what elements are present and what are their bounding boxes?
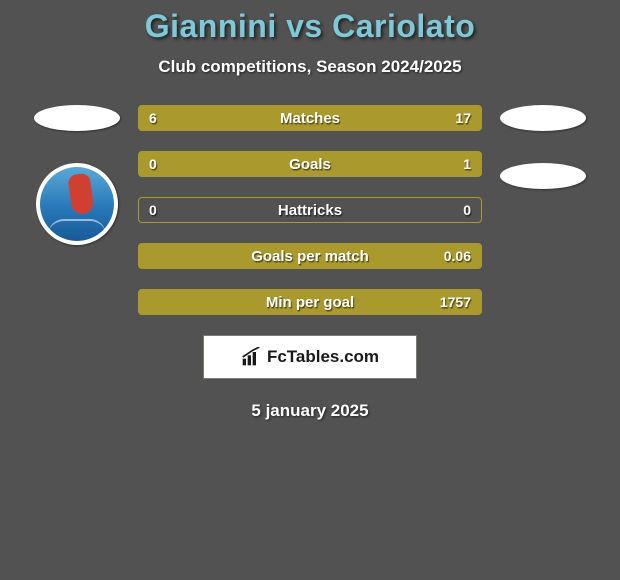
club-badge-icon bbox=[40, 167, 114, 241]
stat-label: Matches bbox=[280, 110, 340, 127]
stat-value-left: 0 bbox=[149, 202, 157, 218]
left-club-badge bbox=[36, 163, 118, 245]
stat-value-right: 17 bbox=[455, 110, 471, 126]
stat-value-left: 6 bbox=[149, 110, 157, 126]
stat-bar: Matches 6 17 bbox=[138, 105, 482, 131]
stats-column: Matches 6 17 Goals 0 1 Hattricks 0 0 Goals per ma… bbox=[138, 105, 482, 315]
brand-box: FcTables.com bbox=[203, 335, 417, 379]
main-row: Matches 6 17 Goals 0 1 Hattricks 0 0 Goals per ma… bbox=[0, 105, 620, 315]
stat-label: Min per goal bbox=[266, 294, 354, 311]
right-ellipse-1 bbox=[500, 105, 586, 131]
bar-chart-icon bbox=[241, 347, 261, 367]
stat-value-right: 1 bbox=[463, 156, 471, 172]
stat-value-left: 0 bbox=[149, 156, 157, 172]
page-subtitle: Club competitions, Season 2024/2025 bbox=[0, 57, 620, 77]
date-label: 5 january 2025 bbox=[0, 401, 620, 421]
stat-fill-right bbox=[228, 106, 481, 130]
brand-label: FcTables.com bbox=[267, 347, 379, 367]
page-title: Giannini vs Cariolato bbox=[0, 8, 620, 45]
stat-bar: Goals 0 1 bbox=[138, 151, 482, 177]
stat-bar: Goals per match 0.06 bbox=[138, 243, 482, 269]
stat-label: Goals bbox=[289, 156, 331, 173]
infographic-root: Giannini vs Cariolato Club competitions,… bbox=[0, 0, 620, 421]
right-column bbox=[500, 105, 586, 189]
stat-label: Hattricks bbox=[278, 202, 342, 219]
stat-value-right: 0.06 bbox=[444, 248, 471, 264]
stat-bar: Hattricks 0 0 bbox=[138, 197, 482, 223]
left-column bbox=[34, 105, 120, 245]
stat-value-right: 1757 bbox=[440, 294, 471, 310]
stat-bar: Min per goal 1757 bbox=[138, 289, 482, 315]
stat-value-right: 0 bbox=[463, 202, 471, 218]
left-ellipse-1 bbox=[34, 105, 120, 131]
right-ellipse-2 bbox=[500, 163, 586, 189]
stat-label: Goals per match bbox=[251, 248, 369, 265]
